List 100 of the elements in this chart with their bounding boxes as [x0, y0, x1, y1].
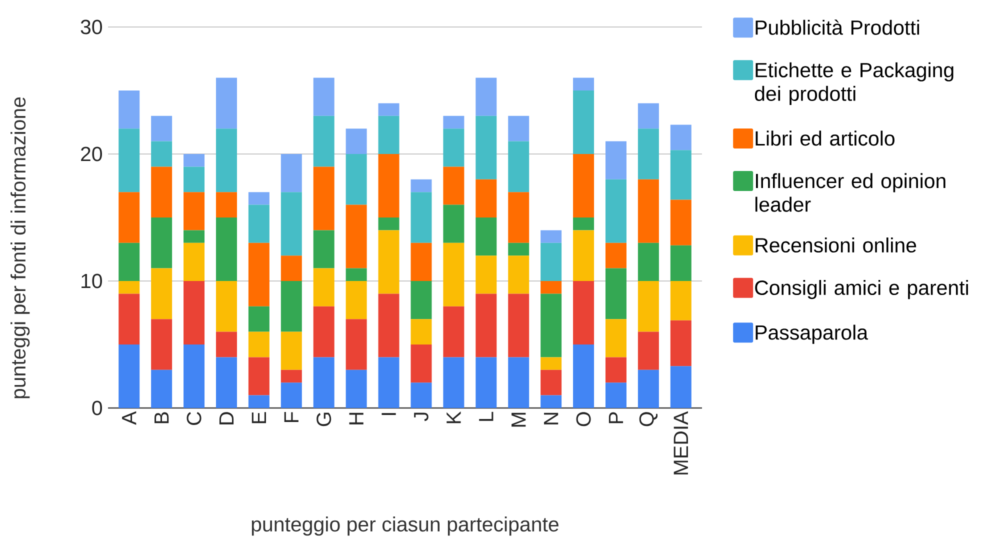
bar — [184, 344, 205, 408]
bar — [151, 141, 172, 167]
bar — [573, 280, 594, 344]
legend-label: Libri ed articolo — [756, 130, 894, 146]
bar — [151, 370, 172, 408]
bar — [184, 230, 205, 243]
bar — [670, 124, 692, 150]
x-tick-label: K — [446, 411, 461, 424]
bar — [540, 395, 562, 408]
legend-label: Passaparola — [756, 324, 868, 344]
bar — [216, 332, 237, 358]
bar — [410, 319, 432, 344]
bar — [346, 319, 367, 370]
bar — [638, 128, 659, 180]
bar — [216, 217, 237, 281]
y-tick-label: 10 — [82, 274, 102, 288]
bar — [118, 192, 140, 243]
bar — [118, 90, 140, 129]
bar — [443, 116, 464, 129]
x-tick-label: B — [154, 412, 169, 424]
bar — [670, 200, 692, 246]
bar — [410, 242, 432, 281]
bar — [346, 128, 367, 154]
x-tick-label: E — [252, 412, 266, 424]
x-tick-label: J — [414, 412, 428, 422]
y-axis-title: punteggi per fonti di informazione — [10, 97, 30, 398]
bar — [280, 370, 302, 383]
x-tick-label: Q — [639, 412, 658, 426]
bar — [573, 154, 594, 218]
bar — [280, 192, 302, 256]
x-tick-label: N — [544, 412, 558, 424]
x-tick-label: L — [479, 412, 494, 421]
bar — [443, 128, 464, 167]
bar — [573, 230, 594, 281]
bar — [313, 268, 334, 306]
x-tick-label: P — [608, 412, 624, 424]
bar — [540, 242, 562, 281]
bar — [346, 280, 367, 320]
bar — [184, 242, 205, 281]
bar — [378, 217, 400, 230]
bar — [540, 357, 562, 370]
y-tick-label: 0 — [92, 400, 102, 416]
bar — [605, 357, 626, 383]
x-tick-label: A — [122, 411, 136, 425]
bar — [476, 294, 497, 358]
bar — [508, 242, 530, 256]
bar — [573, 217, 594, 230]
bar — [508, 116, 530, 142]
x-tick-label: F — [284, 412, 298, 422]
x-tick-label: G — [316, 412, 332, 426]
x-tick-label: O — [576, 412, 591, 426]
bar — [151, 166, 172, 218]
bar — [605, 382, 626, 408]
bar — [216, 192, 237, 218]
bar — [573, 344, 594, 408]
bar — [378, 116, 400, 154]
bar — [443, 204, 464, 243]
bar — [248, 332, 270, 358]
bar — [638, 179, 659, 243]
bar — [248, 395, 270, 408]
bar — [280, 256, 302, 281]
bar — [280, 382, 302, 408]
legend-label: Pubblicità Prodotti — [756, 20, 920, 35]
bar — [508, 141, 530, 192]
bar — [151, 217, 172, 268]
bar — [605, 242, 626, 268]
bar — [280, 154, 302, 192]
bar — [410, 192, 432, 243]
bar — [378, 357, 400, 408]
bar — [410, 382, 432, 408]
x-axis-title: punteggio per ciasun partecipante — [252, 516, 558, 536]
legend-label: Recensioni online — [756, 237, 916, 253]
bar — [410, 344, 432, 383]
bar — [313, 116, 334, 167]
bar — [378, 154, 400, 218]
bar — [248, 242, 270, 306]
bar — [638, 370, 659, 408]
bar — [184, 192, 205, 230]
bar — [670, 366, 692, 408]
bar — [184, 280, 205, 344]
bar — [605, 179, 626, 243]
bar — [638, 103, 659, 129]
legend-label: Etichette e Packaging dei prodotti — [754, 62, 954, 106]
x-tick-label: H — [349, 412, 364, 424]
bar — [540, 280, 562, 294]
bar — [313, 230, 334, 268]
bar — [605, 268, 626, 320]
bar — [605, 319, 626, 358]
legend-label: Influencer ed opinion leader — [755, 173, 946, 212]
bar — [410, 179, 432, 192]
y-tick-label: 30 — [80, 20, 102, 34]
bar — [476, 179, 497, 218]
bar — [151, 268, 172, 320]
bar — [313, 306, 334, 358]
bar — [118, 294, 140, 344]
x-tick-label: C — [186, 412, 202, 425]
x-tick-label: D — [219, 412, 234, 424]
bar — [118, 128, 140, 192]
bar — [151, 116, 172, 142]
bar — [248, 306, 270, 332]
